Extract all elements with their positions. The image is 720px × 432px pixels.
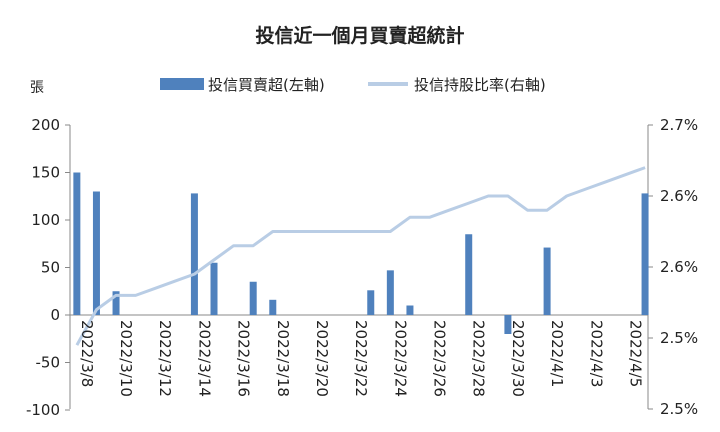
- x-tick-label: 2022/3/16: [235, 320, 253, 397]
- y-right-tick-label: 2.6%: [660, 187, 698, 205]
- x-tick-label: 2022/3/28: [470, 320, 488, 397]
- y-left-tick-label: -100: [26, 401, 60, 419]
- y-right-tick-label: 2.7%: [660, 116, 698, 134]
- bar: [641, 193, 649, 315]
- y-left-tick-label: 0: [50, 306, 60, 324]
- y-left-tick-label: -50: [36, 354, 61, 372]
- legend: 投信買賣超(左軸) 投信持股比率(右軸): [160, 76, 546, 94]
- left-axis-unit: 張: [30, 80, 44, 96]
- bar: [73, 172, 81, 315]
- y-left-tick-label: 200: [31, 116, 60, 134]
- legend-line-label: 投信持股比率(右軸): [414, 76, 546, 94]
- x-tick-label: 2022/3/8: [78, 320, 96, 387]
- legend-bar-swatch: [160, 78, 204, 90]
- bar: [543, 247, 551, 315]
- y-right-tick-label: 2.5%: [660, 400, 698, 418]
- x-tick-label: 2022/3/26: [431, 320, 449, 397]
- x-tick-label: 2022/3/14: [195, 320, 213, 397]
- holding-ratio-line: [75, 166, 646, 346]
- x-tick-label: 2022/3/12: [156, 320, 174, 397]
- bar: [406, 305, 414, 315]
- bar: [112, 291, 120, 315]
- y-right-tick-label: 2.6%: [660, 258, 698, 276]
- bar: [249, 281, 257, 315]
- x-axis-labels: 2022/3/8 2022/3/10 2022/3/12 2022/3/14 2022/…: [78, 320, 645, 397]
- axes: 200 150 100 50 0 -50 -100 2.7% 2.6% 2.6% 2.5% 2.5%: [26, 116, 698, 419]
- line-series: [75, 166, 646, 346]
- y-left-tick-label: 50: [41, 259, 60, 277]
- x-tick-label: 2022/3/22: [352, 320, 370, 397]
- x-tick-label: 2022/3/20: [313, 320, 331, 397]
- x-tick-label: 2022/3/30: [509, 320, 527, 397]
- x-tick-label: 2022/4/5: [626, 320, 644, 387]
- bar: [269, 299, 277, 315]
- y-right-tick-label: 2.5%: [660, 329, 698, 347]
- bar: [210, 262, 218, 315]
- bar: [367, 290, 375, 315]
- y-left-tick-label: 100: [31, 211, 60, 229]
- legend-bar-label: 投信買賣超(左軸): [208, 76, 325, 94]
- bar: [386, 270, 394, 315]
- bar: [465, 234, 473, 315]
- x-tick-label: 2022/3/24: [391, 320, 409, 397]
- chart-title: 投信近一個月買賣超統計: [255, 24, 464, 47]
- bar-series: [73, 172, 649, 334]
- bar: [504, 315, 512, 334]
- bar: [92, 191, 100, 315]
- x-tick-label: 2022/3/10: [117, 320, 135, 397]
- bar: [190, 193, 198, 315]
- x-tick-label: 2022/4/3: [587, 320, 605, 387]
- x-tick-label: 2022/4/1: [548, 320, 566, 387]
- x-tick-label: 2022/3/18: [274, 320, 292, 397]
- y-left-tick-label: 150: [31, 164, 60, 182]
